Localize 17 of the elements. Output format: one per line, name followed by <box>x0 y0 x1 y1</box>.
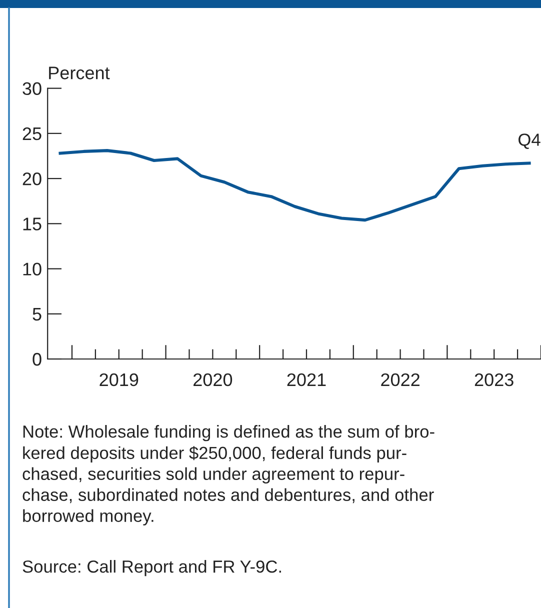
x-tick-label: 2022 <box>381 373 420 386</box>
line-series <box>58 149 531 222</box>
y-tick-label: 25 <box>22 127 42 140</box>
y-tick-label: 5 <box>32 308 42 321</box>
y-tick-label: 20 <box>22 172 42 186</box>
source-note: Source: Call Report and FR Y-9C. <box>22 560 281 576</box>
x-tick-label: 2019 <box>100 373 138 386</box>
y-tick-label: 15 <box>23 218 42 230</box>
y-tick-label: 0 <box>32 352 42 366</box>
x-tick-label: 2023 <box>474 373 514 386</box>
annotation: Q4 <box>518 134 540 149</box>
y-axis-title: Percent <box>49 66 110 80</box>
x-tick-label: 2021 <box>287 373 326 386</box>
text: Note: Wholesale funding is defined as the sum of bro- kered deposits under $250,000, federal funds pur- chased, securities sold under agreement to repur- chase, subordinated notes and debentures, and other borrowed money. <box>22 425 434 526</box>
x-tick-label: 2020 <box>194 373 232 386</box>
y-tick-label: 30 <box>22 82 42 96</box>
y-tick-label: 10 <box>23 262 42 276</box>
